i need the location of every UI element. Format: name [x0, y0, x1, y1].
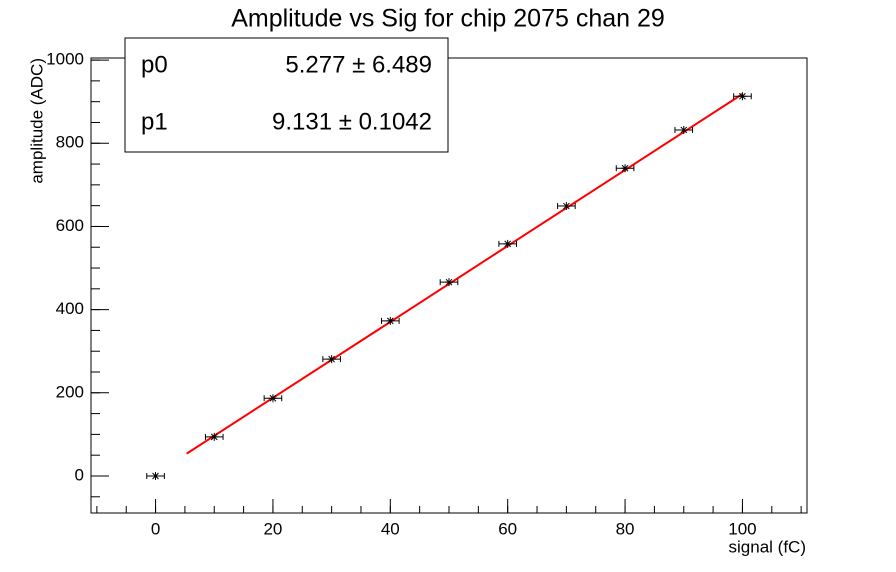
stats-value: 5.277 ± 6.489: [285, 51, 432, 78]
stats-name: p1: [141, 108, 168, 135]
x-tick-label: 40: [381, 519, 400, 538]
point: [503, 239, 512, 248]
point: [621, 164, 630, 173]
point: [738, 92, 747, 101]
y-tick-label: 0: [75, 465, 84, 484]
point: [445, 278, 453, 287]
point: [386, 316, 395, 325]
point: [268, 394, 277, 403]
point: [679, 125, 688, 134]
x-tick-label: 80: [616, 519, 635, 538]
x-tick-label: 60: [498, 519, 517, 538]
stats-value: 9.131 ± 0.1042: [272, 108, 432, 135]
y-tick-label: 1000: [46, 50, 84, 69]
y-tick-label: 200: [56, 382, 84, 401]
y-axis-label: amplitude (ADC): [27, 58, 46, 184]
y-tick-label: 400: [56, 299, 84, 318]
y-tick-label: 600: [56, 216, 84, 235]
point: [327, 355, 336, 364]
stats-name: p0: [141, 51, 168, 78]
point: [151, 471, 160, 480]
point: [210, 432, 219, 441]
x-tick-label: 100: [728, 519, 756, 538]
fit-line: [186, 93, 743, 455]
x-axis-label: signal (fC): [729, 537, 806, 556]
chart-title: Amplitude vs Sig for chip 2075 chan 29: [231, 5, 665, 33]
x-tick-label: 0: [151, 519, 160, 538]
stats-box: [124, 37, 449, 153]
x-tick-label: 20: [263, 519, 282, 538]
y-tick-label: 800: [56, 133, 84, 152]
point: [562, 202, 571, 211]
